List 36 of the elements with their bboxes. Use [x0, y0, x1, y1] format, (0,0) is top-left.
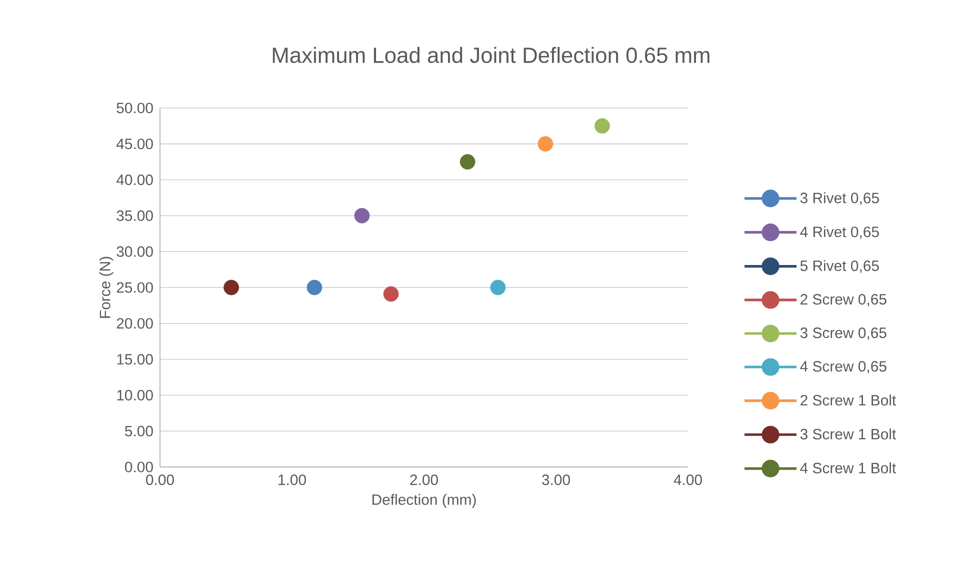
- legend-label: 3 Rivet 0,65: [800, 192, 879, 206]
- y-axis-title: Force (N): [99, 256, 114, 318]
- point: [490, 280, 506, 296]
- y-tick-label: 10.00: [117, 390, 153, 400]
- point: [354, 208, 370, 224]
- y-tick-label: 0.00: [124, 462, 153, 472]
- y-tick-label: 35.00: [116, 210, 153, 221]
- x-tick-label: 3.00: [542, 474, 570, 486]
- legend-label: 4 Rivet 0,65: [800, 226, 879, 239]
- legend-label: 3 Screw 1 Bolt: [800, 428, 896, 440]
- y-tick-label: 45.00: [116, 138, 153, 150]
- legend-label: 4 Screw 0,65: [800, 361, 886, 374]
- y-tick-label: 50.00: [116, 102, 153, 114]
- y-tick-label: 5.00: [125, 426, 153, 436]
- point: [224, 280, 239, 296]
- chart-title: Maximum Load and Joint Deflection 0.65 mm: [272, 46, 710, 64]
- legend-label: 5 Rivet 0,65: [800, 260, 879, 273]
- x-tick-label: 2.00: [410, 474, 438, 486]
- point: [594, 118, 610, 134]
- point: [383, 286, 399, 302]
- x-tick-label: 1.00: [278, 474, 306, 486]
- y-tick-label: 25.00: [116, 282, 153, 293]
- legend-label: 2 Screw 1 Bolt: [800, 394, 896, 406]
- legend-label: 4 Screw 1 Bolt: [800, 462, 896, 474]
- point: [460, 154, 476, 170]
- point: [306, 280, 322, 296]
- x-tick-label: 4.00: [674, 474, 702, 486]
- y-tick-label: 40.00: [116, 174, 153, 186]
- y-tick-label: 20.00: [116, 318, 153, 329]
- legend-label: 3 Screw 0,65: [800, 328, 886, 340]
- y-tick-label: 15.00: [117, 354, 153, 365]
- point: [538, 136, 554, 152]
- x-tick-label: 0.00: [146, 474, 174, 486]
- legend-label: 2 Screw 0,65: [800, 294, 886, 306]
- x-axis-title: Deflection (mm): [372, 494, 476, 508]
- y-tick-label: 30.00: [116, 246, 153, 257]
